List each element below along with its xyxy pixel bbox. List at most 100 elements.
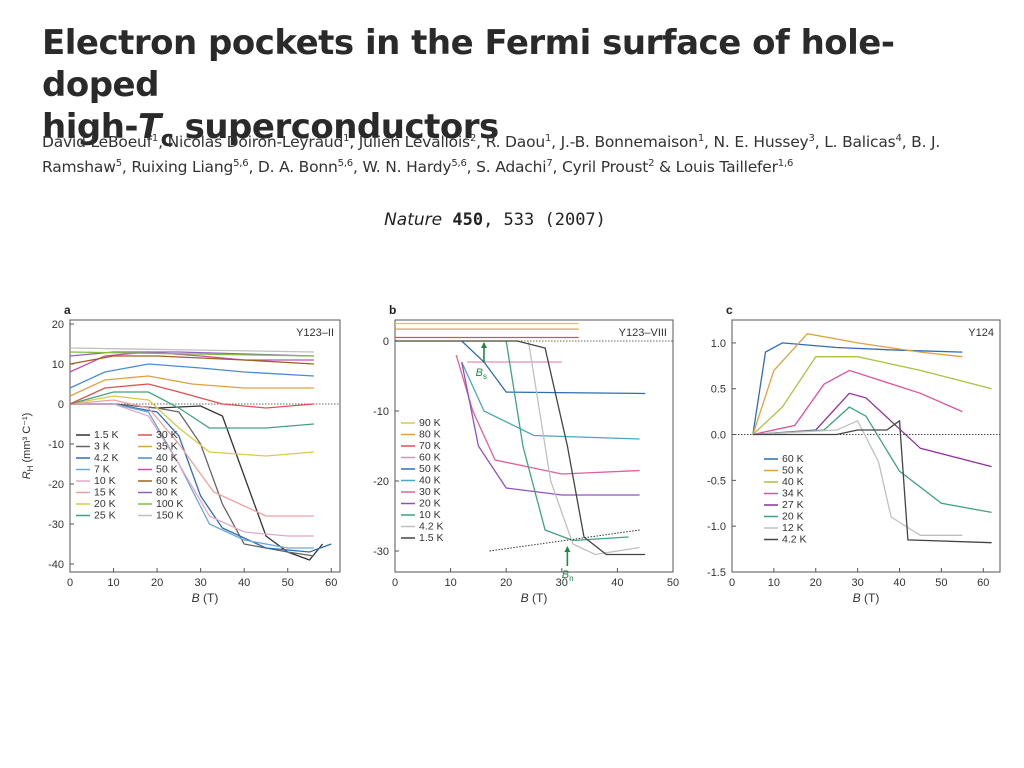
x-axis-label: B (T) bbox=[853, 591, 880, 605]
bn-label: Bn bbox=[562, 569, 574, 583]
legend-label: 50 K bbox=[156, 464, 178, 476]
series-line-12K bbox=[752, 419, 963, 536]
author-8: Ruixing Liang5,6 bbox=[131, 158, 248, 176]
author-affiliation: 1 bbox=[697, 132, 705, 144]
legend-label: 60 K bbox=[419, 452, 441, 464]
legend-label: 20 K bbox=[419, 498, 441, 510]
chart-b: b Y123–VIII 0 10 20 30 40 50 0 -10 -20 -30 B (T) 90 K… bbox=[373, 303, 679, 605]
title-line-1: Electron pockets in the Fermi surface of… bbox=[42, 23, 895, 105]
sample-label: Y124 bbox=[968, 327, 994, 339]
author-name: Louis Taillefer bbox=[675, 158, 778, 176]
author-affiliation: 3 bbox=[808, 132, 815, 144]
paper-title: Electron pockets in the Fermi surface of… bbox=[42, 22, 1002, 161]
legend-label: 150 K bbox=[156, 510, 183, 522]
series-line-35K bbox=[69, 375, 314, 397]
x-tick-label: 0 bbox=[67, 577, 73, 589]
bn-arrowhead bbox=[564, 546, 571, 552]
plot-frame bbox=[731, 319, 1001, 573]
x-tick-label: 30 bbox=[852, 577, 864, 589]
author-name: Nicolas Doiron-Leyraud bbox=[167, 133, 344, 151]
author-affiliation: 5 bbox=[115, 157, 122, 169]
legend-label: 15 K bbox=[94, 487, 116, 499]
legend-label: 20 K bbox=[94, 498, 116, 510]
author-list: David LeBoeuf1, Nicolas Doiron-Leyraud1,… bbox=[42, 132, 941, 176]
legend-label: 90 K bbox=[419, 417, 441, 429]
fit-line bbox=[489, 529, 640, 552]
author-6: L. Balicas4 bbox=[824, 133, 902, 151]
y-tick-label: -10 bbox=[48, 439, 64, 451]
x-tick-label: 30 bbox=[195, 577, 207, 589]
title-line-2b: superconductors bbox=[173, 107, 500, 147]
series-line-20K bbox=[69, 395, 314, 457]
series-line-10K bbox=[505, 340, 629, 542]
x-tick-label: 10 bbox=[444, 577, 456, 589]
legend-label: 30 K bbox=[156, 429, 178, 441]
y-axis-label: RH (mm³ C⁻¹) bbox=[21, 413, 35, 480]
legend-label: 4.2 K bbox=[419, 521, 444, 533]
panel-letter: a bbox=[64, 303, 71, 317]
citation-volume: 450 bbox=[452, 210, 484, 230]
series-line-20K bbox=[752, 406, 992, 514]
plot-frame bbox=[394, 319, 674, 573]
legend-label: 27 K bbox=[782, 499, 804, 511]
legend-label: 12 K bbox=[782, 522, 804, 534]
series-line-80K bbox=[69, 351, 314, 357]
author-name: J.-B. Bonnemaison bbox=[560, 133, 698, 151]
series-line-42K bbox=[752, 419, 992, 544]
author-10: W. N. Hardy5,6 bbox=[362, 158, 466, 176]
y-tick-label: -1.0 bbox=[707, 521, 726, 533]
citation: Nature 450, 533 (2007) bbox=[0, 210, 990, 230]
author-affiliation: 2 bbox=[648, 157, 655, 169]
x-tick-label: 60 bbox=[977, 577, 989, 589]
x-tick-label: 40 bbox=[238, 577, 250, 589]
series-line-50K bbox=[752, 332, 963, 435]
author-affiliation: 4 bbox=[895, 132, 902, 144]
bs-label: Bs bbox=[476, 367, 487, 381]
legend-label: 40 K bbox=[419, 475, 441, 487]
legend-label: 34 K bbox=[782, 488, 804, 500]
series-line-25K bbox=[69, 391, 314, 429]
series-line-10K bbox=[70, 403, 314, 537]
legend-label: 20 K bbox=[782, 511, 804, 523]
author-11: S. Adachi7 bbox=[476, 158, 553, 176]
title-tc-t: T bbox=[138, 107, 161, 147]
legend-label: 7 K bbox=[94, 464, 110, 476]
x-axis-label: B (T) bbox=[192, 591, 219, 605]
author-affiliation: 1 bbox=[545, 132, 552, 144]
legend-label: 4.2 K bbox=[782, 534, 807, 546]
legend-label: 50 K bbox=[782, 465, 804, 477]
y-tick-label: 1.0 bbox=[711, 338, 726, 350]
author-name: R. Daou bbox=[485, 133, 546, 151]
series-line-40K bbox=[461, 361, 640, 440]
author-7: B. J. Ramshaw5 bbox=[42, 133, 940, 176]
x-tick-label: 30 bbox=[556, 577, 568, 589]
y-tick-label: -20 bbox=[48, 479, 64, 491]
x-tick-label: 40 bbox=[893, 577, 905, 589]
sample-label: Y123–II bbox=[296, 327, 334, 339]
y-tick-label: 0 bbox=[58, 399, 64, 411]
series-line-40K bbox=[69, 363, 314, 389]
x-tick-label: 60 bbox=[325, 577, 337, 589]
legend-label: 35 K bbox=[156, 441, 178, 453]
x-tick-label: 20 bbox=[500, 577, 512, 589]
author-9: D. A. Bonn5,6 bbox=[258, 158, 353, 176]
x-tick-label: 20 bbox=[151, 577, 163, 589]
x-tick-label: 50 bbox=[667, 577, 679, 589]
legend-label: 40 K bbox=[156, 452, 178, 464]
legend-label: 100 K bbox=[156, 498, 183, 510]
y-tick-label: -40 bbox=[48, 559, 64, 571]
author-name: Ruixing Liang bbox=[131, 158, 234, 176]
legend-label: 60 K bbox=[156, 475, 178, 487]
x-tick-label: 0 bbox=[729, 577, 735, 589]
legend-label: 10 K bbox=[419, 509, 441, 521]
x-tick-label: 40 bbox=[611, 577, 623, 589]
author-name: N. E. Hussey bbox=[713, 133, 809, 151]
y-tick-label: 0 bbox=[383, 336, 389, 348]
x-tick-label: 10 bbox=[768, 577, 780, 589]
series-line-3K bbox=[70, 403, 314, 557]
x-tick-label: 20 bbox=[810, 577, 822, 589]
x-tick-label: 10 bbox=[107, 577, 119, 589]
x-axis-var: B bbox=[521, 591, 529, 605]
citation-journal: Nature bbox=[384, 210, 443, 230]
citation-pages-year: , 533 (2007) bbox=[483, 210, 606, 230]
